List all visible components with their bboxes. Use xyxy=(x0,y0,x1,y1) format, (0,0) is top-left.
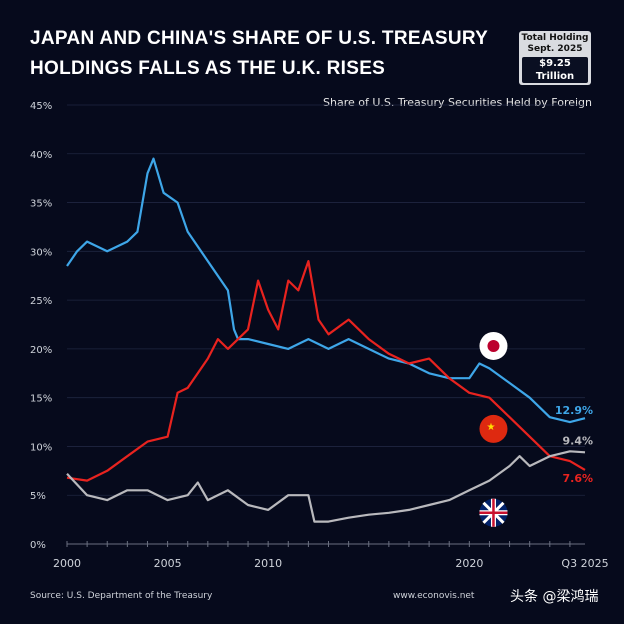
japan-flag-sun xyxy=(487,339,500,352)
source-note: Source: U.S. Department of the Treasury xyxy=(30,591,213,601)
uk-flag-cross-red xyxy=(479,498,508,527)
chart-title: JAPAN AND CHINA'S SHARE OF U.S. TREASURY… xyxy=(30,24,488,84)
chart-subtitle: Share of U.S. Treasury Securities Held b… xyxy=(323,96,592,109)
series-line-japan xyxy=(66,157,586,424)
badge-line-1: Total Holding xyxy=(521,33,589,43)
series-line-uk xyxy=(66,450,586,523)
y-tick-label: 35% xyxy=(30,199,52,210)
y-tick-label: 0% xyxy=(30,540,46,551)
x-tick-label: Q3 2025 xyxy=(561,557,608,570)
x-tick-label: 2000 xyxy=(53,557,81,570)
y-tick-label: 10% xyxy=(30,442,52,453)
end-label-japan: 12.9% xyxy=(555,404,593,417)
x-tick-label: 2020 xyxy=(455,557,483,570)
badge-value: $9.25 Trillion xyxy=(522,57,588,83)
y-tick-label: 45% xyxy=(30,101,52,112)
y-tick-label: 20% xyxy=(30,345,52,356)
y-tick-label: 15% xyxy=(30,394,52,405)
y-tick-label: 30% xyxy=(30,247,52,258)
y-tick-label: 5% xyxy=(30,491,46,502)
y-tick-label: 25% xyxy=(30,296,52,307)
watermark: 头条 @梁鸿瑞 xyxy=(510,589,599,605)
series-line-china xyxy=(66,260,586,482)
title-line-1: JAPAN AND CHINA'S SHARE OF U.S. TREASURY xyxy=(30,28,489,49)
website-link[interactable]: www.econovis.net xyxy=(393,591,475,601)
end-label-uk: 9.4% xyxy=(562,434,593,447)
end-label-china: 7.6% xyxy=(562,472,593,485)
y-tick-label: 40% xyxy=(30,150,52,161)
total-holding-badge: Total Holding Sept. 2025 $9.25 Trillion xyxy=(519,31,591,85)
china-flag-icon xyxy=(479,414,508,443)
badge-line-2: Sept. 2025 xyxy=(527,44,583,54)
x-tick-label: 2005 xyxy=(154,557,182,570)
china-flag-star: ★ xyxy=(486,422,495,433)
title-line-2: HOLDINGS FALLS AS THE U.K. RISES xyxy=(30,58,386,79)
x-tick-label: 2010 xyxy=(254,557,282,570)
